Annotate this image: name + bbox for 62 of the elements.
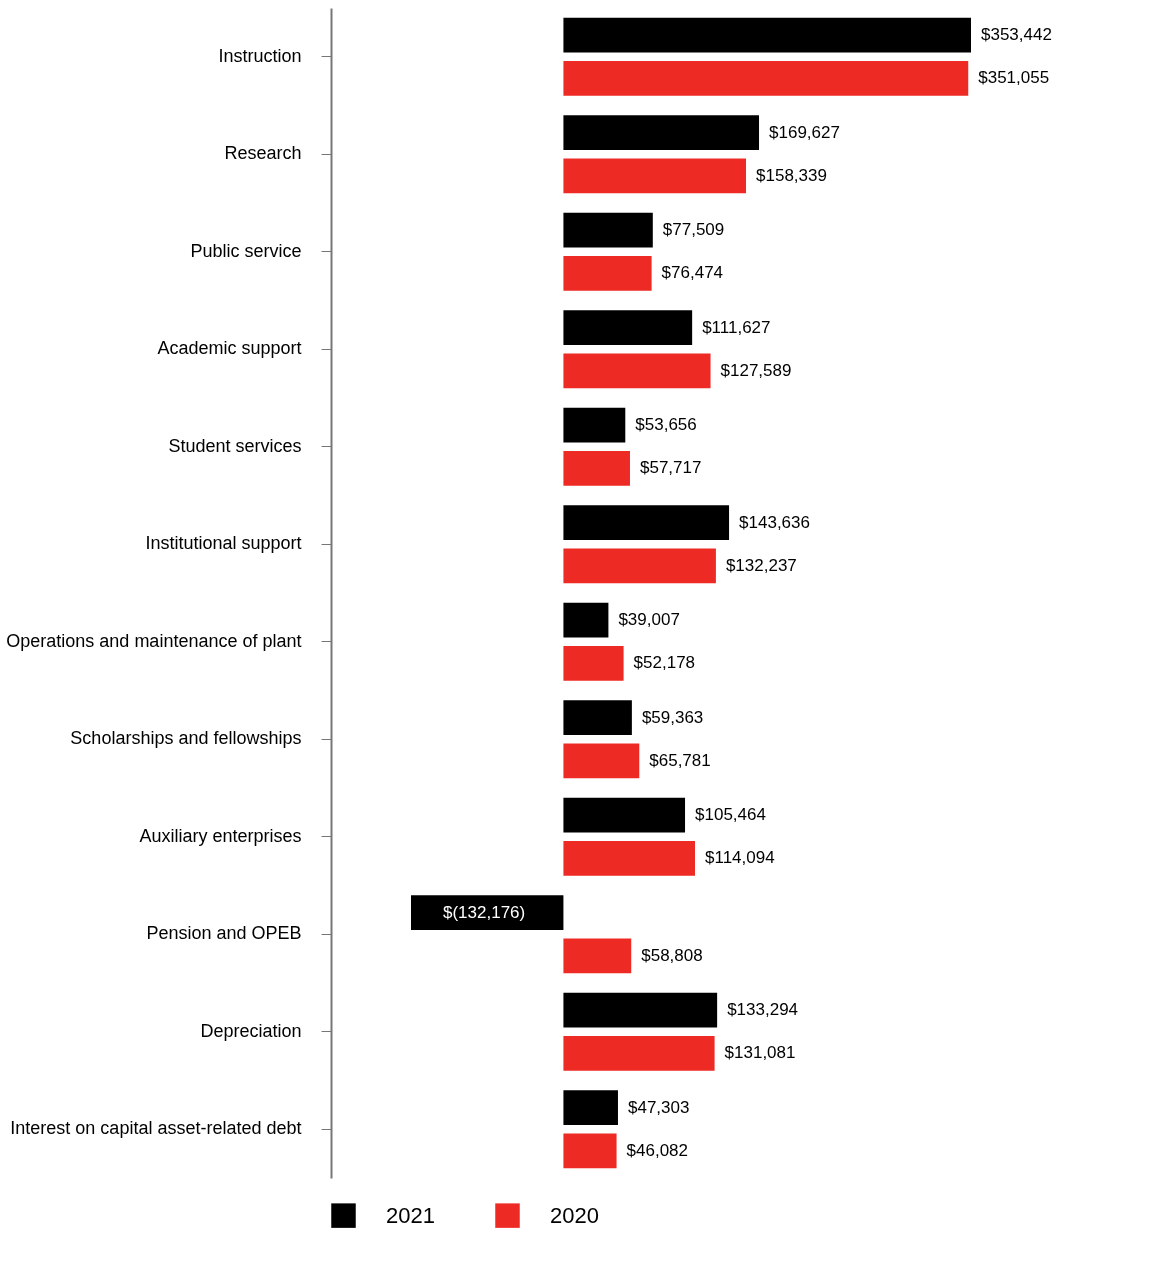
bar	[563, 646, 624, 681]
bar	[563, 212, 653, 248]
bar	[563, 505, 730, 540]
bar	[411, 895, 564, 930]
bar	[563, 548, 716, 584]
data-label: $158,339	[756, 165, 827, 185]
bar	[563, 256, 652, 291]
bar	[563, 1090, 618, 1125]
bar	[563, 1036, 715, 1071]
bar	[563, 61, 969, 96]
bar	[563, 602, 609, 638]
bar	[563, 451, 630, 486]
data-label: $47,303	[627, 1097, 690, 1117]
data-label: $351,055	[978, 68, 1050, 88]
y-tick-label: Institutional support	[145, 533, 302, 554]
data-label: $58,808	[641, 945, 703, 965]
data-label: $46,082	[626, 1140, 689, 1160]
y-tick-label: Academic support	[157, 338, 302, 359]
bar	[563, 743, 640, 779]
bar	[563, 17, 971, 53]
y-tick-label: Auxiliary enterprises	[139, 825, 302, 846]
y-tick-label: Scholarships and fellowships	[70, 728, 302, 749]
bar	[563, 158, 747, 194]
data-label: $52,178	[633, 653, 696, 673]
data-label: $77,509	[662, 220, 725, 240]
data-label: $353,442	[981, 25, 1052, 45]
bar	[563, 797, 686, 833]
bar	[563, 938, 632, 974]
bar	[563, 700, 632, 735]
data-label: $105,464	[695, 805, 766, 825]
data-label: $(132,176)	[443, 902, 526, 922]
bar	[563, 992, 718, 1028]
data-label: $111,627	[702, 317, 771, 337]
y-tick-label: Operations and maintenance of plant	[6, 630, 302, 651]
data-label: $143,636	[739, 512, 810, 532]
y-tick-label: Interest on capital asset-related debt	[10, 1118, 302, 1139]
data-label: $169,627	[769, 122, 840, 142]
bar	[563, 407, 626, 443]
y-tick-label: Pension and OPEB	[146, 923, 302, 944]
data-label: $59,363	[641, 707, 704, 727]
y-tick-label: Instruction	[218, 45, 302, 66]
bar	[563, 841, 695, 876]
y-tick-label: Student services	[168, 435, 302, 456]
data-label: $114,094	[704, 848, 775, 868]
data-label: $53,656	[635, 415, 697, 435]
data-label: $65,781	[649, 750, 711, 770]
y-tick-label: Research	[224, 143, 302, 164]
bar	[563, 353, 711, 389]
bar	[563, 1133, 617, 1169]
data-label: $39,007	[618, 610, 680, 630]
y-tick-label: Public service	[190, 240, 302, 261]
bar	[563, 310, 693, 345]
legend-label: 2020	[550, 1202, 599, 1228]
bar	[563, 115, 760, 150]
legend-label: 2021	[386, 1202, 435, 1228]
data-label: $57,717	[639, 458, 702, 478]
y-tick-label: Depreciation	[200, 1020, 302, 1041]
data-label: $76,474	[661, 263, 724, 283]
data-label: $133,294	[727, 1000, 799, 1020]
data-label: $127,589	[720, 360, 792, 380]
data-label: $131,081	[724, 1043, 796, 1063]
data-label: $132,237	[725, 555, 797, 575]
